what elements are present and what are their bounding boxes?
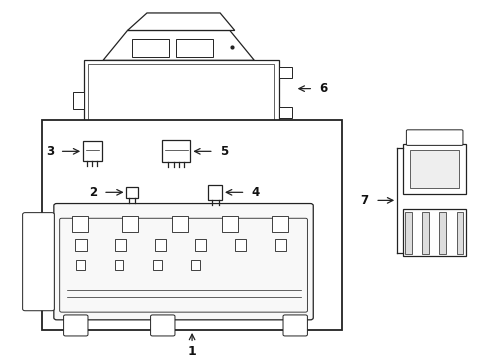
Bar	[278, 107, 292, 118]
Bar	[456, 212, 463, 254]
Bar	[172, 216, 188, 232]
Bar	[208, 185, 222, 200]
Bar	[176, 39, 212, 57]
Bar	[93, 123, 268, 130]
Bar	[402, 144, 466, 194]
Bar	[122, 216, 138, 232]
Bar	[73, 92, 83, 109]
Bar	[153, 260, 162, 270]
Bar	[272, 216, 288, 232]
Bar	[409, 150, 458, 188]
Bar	[132, 39, 168, 57]
Text: 5: 5	[219, 145, 227, 158]
Bar	[114, 260, 123, 270]
Text: 6: 6	[319, 82, 326, 95]
Bar	[404, 212, 411, 254]
Polygon shape	[103, 31, 254, 60]
Bar	[83, 60, 278, 123]
Bar	[274, 239, 286, 251]
Bar	[439, 212, 445, 254]
Bar	[234, 239, 246, 251]
Bar	[194, 239, 206, 251]
Polygon shape	[127, 13, 234, 31]
FancyBboxPatch shape	[63, 315, 88, 336]
Bar	[115, 239, 126, 251]
FancyBboxPatch shape	[150, 315, 175, 336]
Bar	[191, 260, 200, 270]
Bar	[88, 64, 273, 120]
Text: 7: 7	[360, 194, 368, 207]
Bar	[155, 239, 166, 251]
Text: 4: 4	[251, 186, 259, 199]
Bar	[75, 239, 86, 251]
Bar	[278, 67, 292, 78]
Bar	[421, 212, 428, 254]
Bar	[162, 140, 190, 162]
Bar	[126, 187, 138, 198]
Text: 1: 1	[187, 345, 196, 358]
FancyBboxPatch shape	[54, 203, 313, 320]
Bar	[402, 210, 466, 256]
Text: 2: 2	[89, 186, 97, 199]
Bar	[83, 141, 102, 162]
Bar	[42, 120, 341, 330]
Text: 3: 3	[45, 145, 54, 158]
Bar	[76, 260, 85, 270]
FancyBboxPatch shape	[406, 130, 462, 145]
Bar	[72, 216, 88, 232]
Bar	[222, 216, 238, 232]
FancyBboxPatch shape	[283, 315, 307, 336]
FancyBboxPatch shape	[22, 213, 54, 311]
